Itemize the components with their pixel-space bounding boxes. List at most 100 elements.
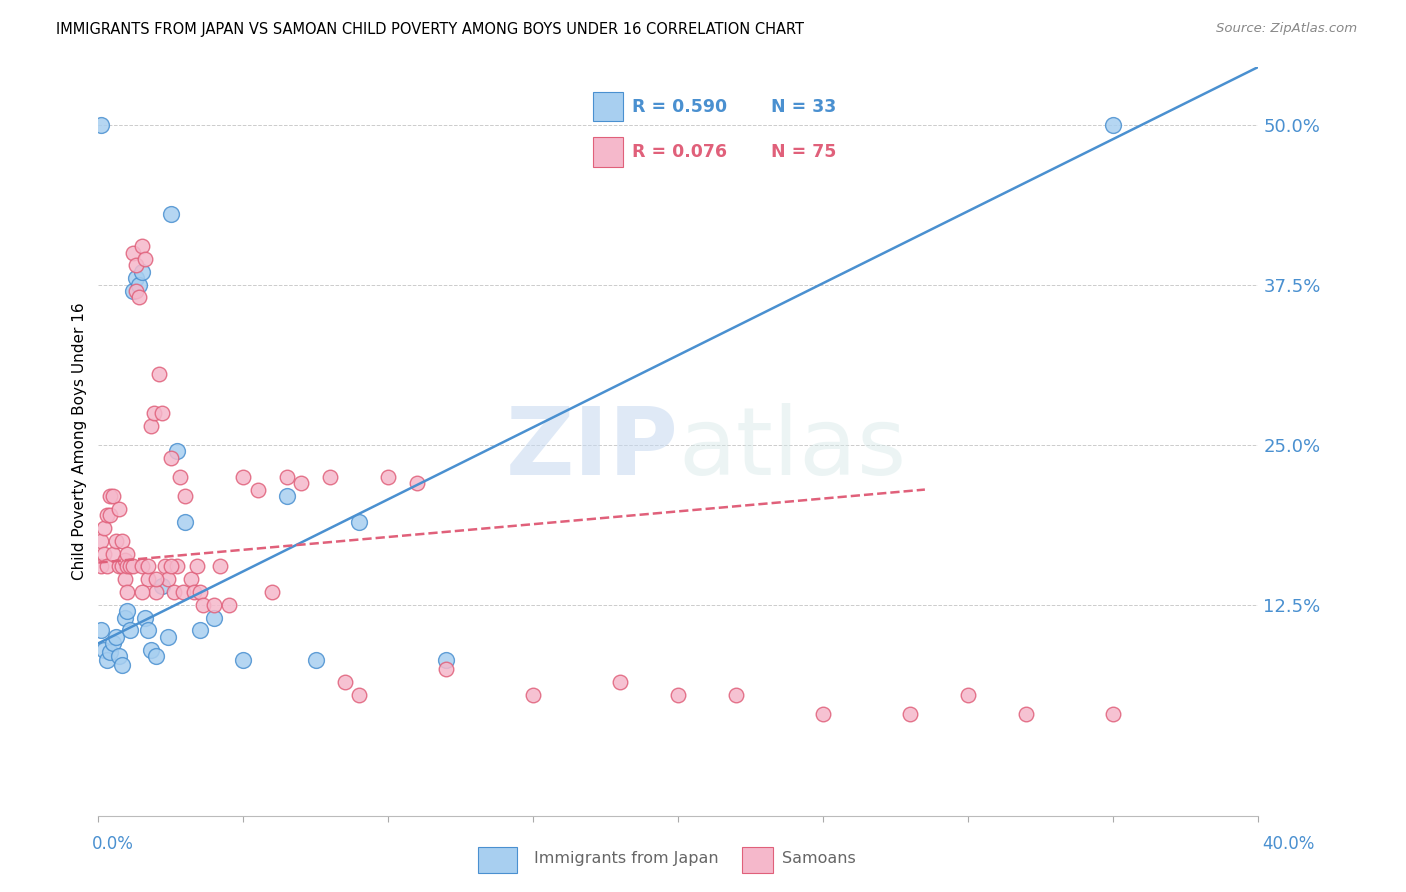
Point (117, 547, 139, 561)
Point (145, 585, 167, 599)
Point (725, 688, 748, 702)
Point (319, 469, 342, 483)
Point (349, 688, 371, 702)
Text: R = 0.076: R = 0.076 (631, 143, 727, 161)
Point (180, 572, 202, 586)
Point (232, 469, 254, 483)
Point (174, 489, 197, 503)
Point (93, 521, 115, 535)
Point (131, 585, 153, 599)
Point (142, 406, 165, 420)
Point (150, 406, 173, 420)
Point (136, 572, 159, 586)
FancyBboxPatch shape (478, 847, 517, 872)
Point (153, 559, 176, 574)
Point (813, 706, 835, 721)
Point (166, 444, 188, 458)
Point (139, 642, 162, 657)
Point (157, 572, 180, 586)
Point (134, 610, 156, 624)
Point (125, 284, 148, 298)
Point (134, 252, 156, 266)
Point (101, 547, 124, 561)
Point (204, 610, 226, 624)
Point (191, 598, 214, 612)
Text: N = 33: N = 33 (770, 98, 837, 116)
Point (1015, 706, 1038, 721)
Point (107, 559, 129, 574)
Point (148, 368, 170, 382)
Point (186, 559, 208, 574)
Point (957, 688, 980, 702)
FancyBboxPatch shape (742, 847, 773, 872)
Point (101, 636, 124, 650)
Point (183, 585, 205, 599)
Point (188, 585, 211, 599)
Point (131, 239, 153, 253)
Point (666, 688, 689, 702)
Point (136, 624, 159, 638)
FancyBboxPatch shape (592, 92, 623, 121)
Point (609, 674, 631, 689)
Point (96, 559, 118, 574)
Text: 40.0%: 40.0% (1263, 835, 1315, 853)
Point (290, 476, 312, 491)
Point (136, 559, 159, 574)
FancyBboxPatch shape (592, 137, 623, 167)
Point (174, 515, 197, 529)
Point (98, 489, 121, 503)
Point (90, 118, 112, 132)
Point (145, 572, 167, 586)
Point (436, 662, 458, 676)
Point (96, 508, 118, 523)
Point (160, 450, 183, 465)
Text: Immigrants from Japan: Immigrants from Japan (534, 852, 718, 866)
Point (160, 207, 183, 221)
Point (377, 469, 399, 483)
Point (160, 559, 183, 574)
Point (157, 630, 180, 644)
Point (145, 649, 167, 664)
Text: R = 0.590: R = 0.590 (631, 98, 727, 116)
Point (114, 610, 136, 624)
Point (122, 245, 145, 260)
Point (104, 533, 127, 548)
Text: atlas: atlas (678, 403, 907, 495)
Point (120, 624, 142, 638)
Point (232, 653, 254, 667)
Point (98, 645, 121, 659)
Text: ZIP: ZIP (506, 403, 678, 495)
Point (90, 624, 112, 638)
Point (90, 533, 112, 548)
Point (900, 706, 922, 721)
Point (128, 290, 150, 304)
Point (117, 604, 139, 618)
Point (406, 476, 429, 491)
Point (1102, 118, 1125, 132)
Point (125, 259, 148, 273)
Point (93, 642, 115, 657)
Point (522, 688, 544, 702)
Point (93, 547, 115, 561)
Point (128, 277, 150, 292)
Point (204, 598, 226, 612)
Point (349, 515, 371, 529)
Point (125, 271, 148, 285)
Point (218, 598, 240, 612)
Point (1102, 706, 1125, 721)
Point (150, 579, 173, 593)
Point (122, 284, 145, 298)
Point (276, 489, 298, 503)
Point (276, 469, 298, 483)
Text: N = 75: N = 75 (770, 143, 837, 161)
Point (114, 553, 136, 567)
Point (117, 585, 139, 599)
Point (188, 624, 211, 638)
Point (117, 559, 139, 574)
Text: Source: ZipAtlas.com: Source: ZipAtlas.com (1216, 22, 1357, 36)
Text: 0.0%: 0.0% (91, 835, 134, 853)
Text: IMMIGRANTS FROM JAPAN VS SAMOAN CHILD POVERTY AMONG BOYS UNDER 16 CORRELATION CH: IMMIGRANTS FROM JAPAN VS SAMOAN CHILD PO… (56, 22, 804, 37)
Point (120, 559, 142, 574)
Point (436, 653, 458, 667)
Point (104, 630, 127, 644)
